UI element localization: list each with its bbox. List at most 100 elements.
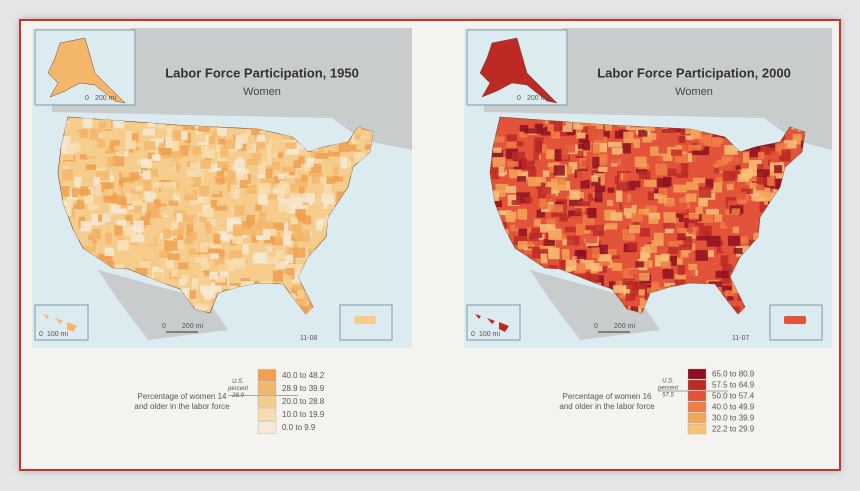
county: [666, 274, 675, 285]
county: [111, 205, 121, 213]
county: [655, 163, 667, 176]
county: [271, 143, 285, 153]
county: [554, 148, 569, 160]
county: [158, 142, 166, 151]
county: [582, 215, 595, 226]
county: [235, 144, 242, 150]
county: [125, 214, 133, 225]
county: [551, 209, 563, 217]
county: [157, 123, 166, 129]
legend-caption: Percentage of women 14: [138, 392, 227, 401]
county: [676, 213, 684, 222]
county: [533, 219, 541, 227]
county: [103, 189, 113, 196]
legend-label: 40.0 to 48.2: [282, 371, 325, 380]
county: [102, 213, 111, 223]
county: [187, 290, 196, 300]
county: [539, 144, 548, 154]
county: [220, 146, 229, 158]
county: [252, 252, 266, 264]
county: [592, 156, 600, 169]
county: [131, 133, 139, 143]
county: [258, 149, 269, 161]
legend-swatch: [687, 423, 707, 435]
county: [639, 298, 650, 309]
county: [573, 263, 586, 274]
county: [74, 172, 85, 179]
county: [770, 151, 780, 163]
county: [128, 147, 140, 153]
county: [360, 137, 373, 145]
county: [226, 179, 234, 192]
hawaii: [43, 314, 77, 332]
county: [290, 217, 299, 224]
county: [178, 220, 185, 233]
county: [271, 134, 282, 147]
county: [576, 132, 586, 139]
county: [137, 179, 152, 191]
county: [610, 255, 620, 261]
county: [604, 209, 617, 221]
county: [576, 223, 586, 236]
county: [716, 246, 724, 254]
county: [783, 140, 797, 149]
county: [152, 182, 163, 188]
puerto-rico: [784, 316, 806, 324]
county: [147, 202, 154, 211]
county: [102, 132, 114, 139]
county: [517, 176, 527, 182]
legend-note: 28.9: [231, 393, 244, 399]
county: [516, 192, 530, 204]
county: [110, 127, 121, 139]
county: [516, 141, 524, 147]
county: [536, 177, 546, 183]
county: [209, 272, 218, 280]
county: [168, 200, 179, 206]
county: [522, 160, 534, 170]
county: [163, 181, 177, 191]
county: [621, 201, 632, 209]
county: [173, 150, 184, 159]
scale-label: 0: [594, 323, 598, 330]
county: [562, 122, 573, 132]
county: [293, 160, 302, 169]
county: [125, 130, 133, 142]
county: [205, 149, 215, 159]
county: [644, 260, 653, 268]
county: [296, 299, 308, 311]
map-panel: 0 200 mi 0 100 mi 0 200 mi 11-07 Labor Force Pa…: [464, 28, 832, 435]
county: [727, 161, 736, 172]
county: [546, 218, 556, 230]
county: [218, 264, 229, 271]
county: [571, 271, 578, 277]
county: [669, 174, 681, 184]
county: [653, 232, 664, 245]
county: [727, 200, 737, 210]
county: [150, 145, 157, 155]
county: [756, 184, 765, 191]
county: [706, 208, 719, 215]
county: [623, 204, 637, 216]
county: [166, 230, 175, 237]
county: [721, 285, 735, 292]
county: [66, 199, 74, 208]
county: [628, 269, 640, 276]
county: [74, 209, 83, 218]
county: [232, 237, 243, 244]
county: [360, 130, 373, 136]
county: [59, 136, 71, 149]
county: [191, 278, 201, 289]
county: [732, 226, 740, 234]
county: [506, 134, 517, 142]
county: [568, 162, 578, 174]
county: [490, 149, 504, 158]
county: [97, 253, 110, 261]
county: [144, 168, 159, 177]
county: [699, 213, 714, 223]
county: [73, 199, 85, 209]
county: [257, 194, 268, 205]
county: [651, 155, 664, 164]
county: [181, 274, 190, 283]
county: [294, 178, 309, 188]
county: [565, 228, 578, 237]
